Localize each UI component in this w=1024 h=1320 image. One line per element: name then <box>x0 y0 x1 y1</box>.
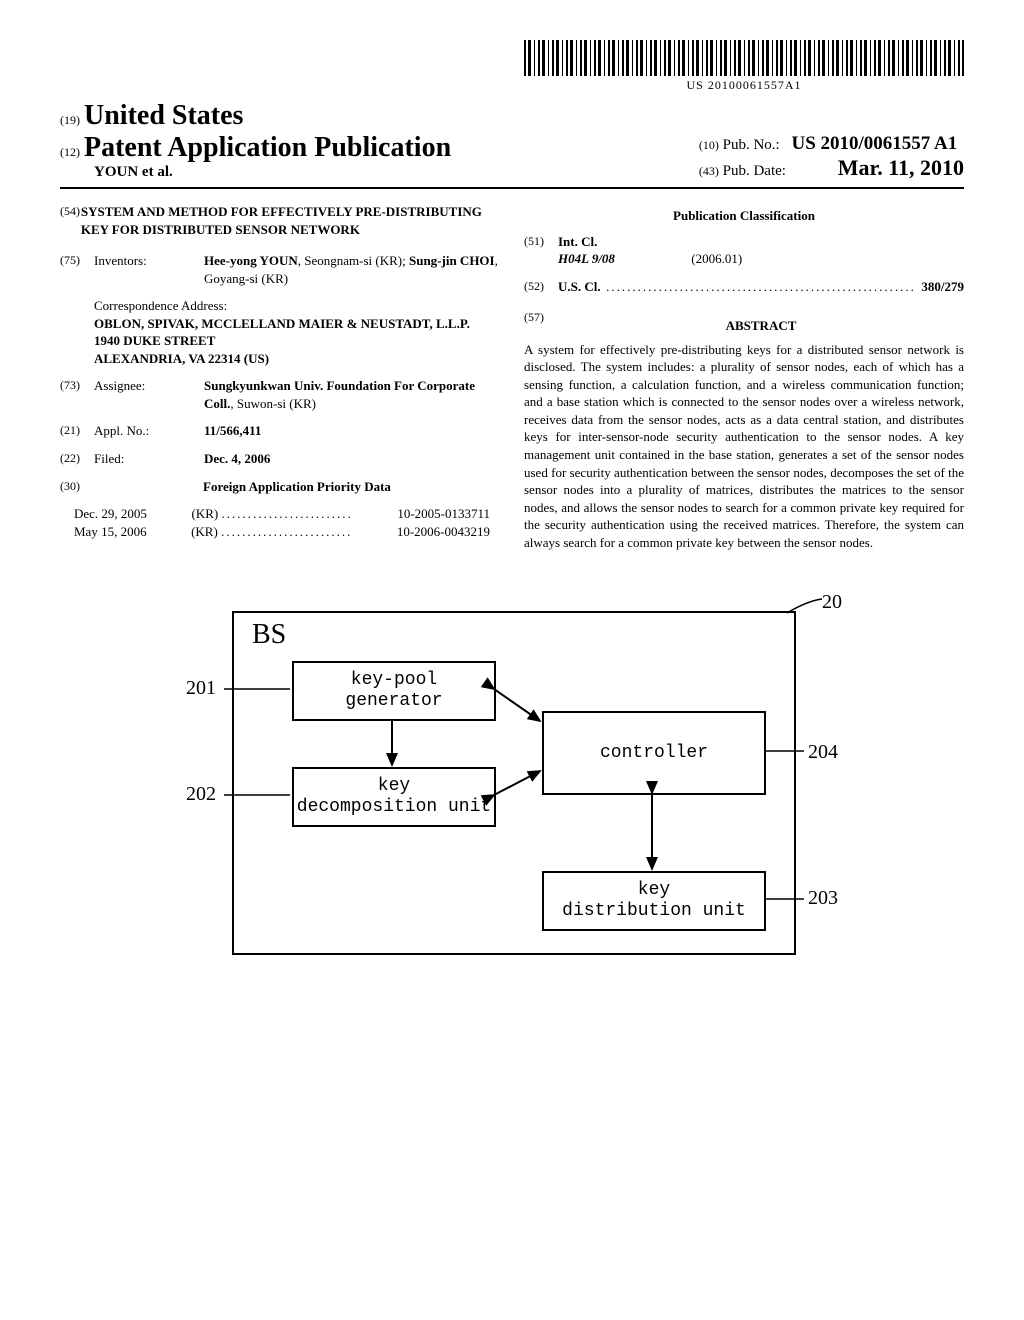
invention-title: SYSTEM AND METHOD FOR EFFECTIVELY PRE-DI… <box>81 203 500 238</box>
field-30: (30) Foreign Application Priority Data <box>60 478 500 496</box>
country-line: (19) United States <box>60 100 964 132</box>
priority-num: 10-2005-0133711 <box>397 505 490 523</box>
inventor-2: Sung-jin CHOI <box>409 253 495 268</box>
correspondence-block: Correspondence Address: OBLON, SPIVAK, M… <box>94 297 500 367</box>
patent-page: US 20100061557A1 (19) United States (12)… <box>0 0 1024 1011</box>
filed-label: Filed: <box>94 450 204 468</box>
assignee-value: Sungkyunkwan Univ. Foundation For Corpor… <box>204 377 500 412</box>
priority-date: Dec. 29, 2005 <box>74 505 147 523</box>
barcode: US 20100061557A1 <box>524 40 964 93</box>
code-22: (22) <box>60 450 94 468</box>
pub-date: Mar. 11, 2010 <box>838 155 964 180</box>
field-51: (51) Int. Cl. H04L 9/08 (2006.01) <box>524 233 964 268</box>
field-73: (73) Assignee: Sungkyunkwan Univ. Founda… <box>60 377 500 412</box>
uscl-label: U.S. Cl. <box>558 278 601 296</box>
uscl-row: U.S. Cl. ...............................… <box>558 278 964 296</box>
priority-country: (KR) ......................... <box>191 523 352 541</box>
header-row: (12) Patent Application Publication YOUN… <box>60 132 964 181</box>
code-51: (51) <box>524 233 558 268</box>
priority-row: May 15, 2006 (KR) ......................… <box>74 523 490 541</box>
barcode-bars <box>524 40 964 76</box>
pub-number: US 2010/0061557 A1 <box>791 133 957 154</box>
inventors-value: Hee-yong YOUN, Seongnam-si (KR); Sung-ji… <box>204 252 500 287</box>
assignee-label: Assignee: <box>94 377 204 412</box>
classification-heading: Publication Classification <box>524 207 964 225</box>
intcl-date: (2006.01) <box>691 251 742 266</box>
intcl-label: Int. Cl. <box>558 233 742 251</box>
uscl-value: 380/279 <box>921 278 964 296</box>
filed-value: Dec. 4, 2006 <box>204 450 500 468</box>
inventor-1: Hee-yong YOUN <box>204 253 298 268</box>
intcl-code: H04L 9/08 <box>558 250 688 268</box>
field-22: (22) Filed: Dec. 4, 2006 <box>60 450 500 468</box>
abstract-label: ABSTRACT <box>558 317 964 335</box>
figure-connectors <box>172 591 852 971</box>
intcl-block: Int. Cl. H04L 9/08 (2006.01) <box>558 233 742 268</box>
biblio-columns: (54) SYSTEM AND METHOD FOR EFFECTIVELY P… <box>60 203 964 551</box>
code-57: (57) <box>524 309 558 341</box>
applno-label: Appl. No.: <box>94 422 204 440</box>
barcode-area: US 20100061557A1 <box>60 40 964 94</box>
divider <box>60 187 964 189</box>
left-column: (54) SYSTEM AND METHOD FOR EFFECTIVELY P… <box>60 203 500 551</box>
priority-row: Dec. 29, 2005 (KR) .....................… <box>74 505 490 523</box>
field-57: (57) ABSTRACT <box>524 309 964 341</box>
inventors-label: Inventors: <box>94 252 204 287</box>
code-12: (12) <box>60 145 80 159</box>
figure-wrap: BS 20 key-pool generator 201 key decompo… <box>60 591 964 971</box>
applno-value: 11/566,411 <box>204 422 500 440</box>
code-75: (75) <box>60 252 94 287</box>
priority-num: 10-2006-0043219 <box>397 523 490 541</box>
code-54: (54) <box>60 203 81 238</box>
priority-date: May 15, 2006 <box>74 523 147 541</box>
code-52: (52) <box>524 278 558 296</box>
publication-title: Patent Application Publication <box>84 132 451 163</box>
code-30: (30) <box>60 478 94 496</box>
field-52: (52) U.S. Cl. ..........................… <box>524 278 964 296</box>
code-21: (21) <box>60 422 94 440</box>
corr-label: Correspondence Address: <box>94 297 500 315</box>
priority-list: Dec. 29, 2005 (KR) .....................… <box>60 505 500 540</box>
header-right: (10) Pub. No.: US 2010/0061557 A1 (43) P… <box>699 133 964 181</box>
intcl-row: H04L 9/08 (2006.01) <box>558 250 742 268</box>
field-21: (21) Appl. No.: 11/566,411 <box>60 422 500 440</box>
priority-heading: Foreign Application Priority Data <box>94 478 500 496</box>
pubdate-label: Pub. Date: <box>723 163 786 179</box>
field-75: (75) Inventors: Hee-yong YOUN, Seongnam-… <box>60 252 500 287</box>
code-43: (43) <box>699 164 719 178</box>
field-54: (54) SYSTEM AND METHOD FOR EFFECTIVELY P… <box>60 203 500 238</box>
right-column: Publication Classification (51) Int. Cl.… <box>524 203 964 551</box>
code-19: (19) <box>60 113 80 127</box>
header-left: (12) Patent Application Publication YOUN… <box>60 132 451 181</box>
corr-city: ALEXANDRIA, VA 22314 (US) <box>94 350 500 368</box>
priority-country: (KR) ......................... <box>192 505 353 523</box>
figure: BS 20 key-pool generator 201 key decompo… <box>172 591 852 971</box>
code-73: (73) <box>60 377 94 412</box>
header-block: (19) United States (12) Patent Applicati… <box>60 100 964 181</box>
uscl-dots: ........................................… <box>601 278 922 296</box>
corr-name: OBLON, SPIVAK, MCCLELLAND MAIER & NEUSTA… <box>94 315 500 333</box>
pubno-label: Pub. No.: <box>723 137 780 153</box>
barcode-number: US 20100061557A1 <box>524 78 964 93</box>
authors: YOUN et al. <box>94 164 451 181</box>
country: United States <box>84 100 243 131</box>
abstract-text: A system for effectively pre-distributin… <box>524 341 964 552</box>
corr-street: 1940 DUKE STREET <box>94 332 500 350</box>
code-10: (10) <box>699 138 719 152</box>
